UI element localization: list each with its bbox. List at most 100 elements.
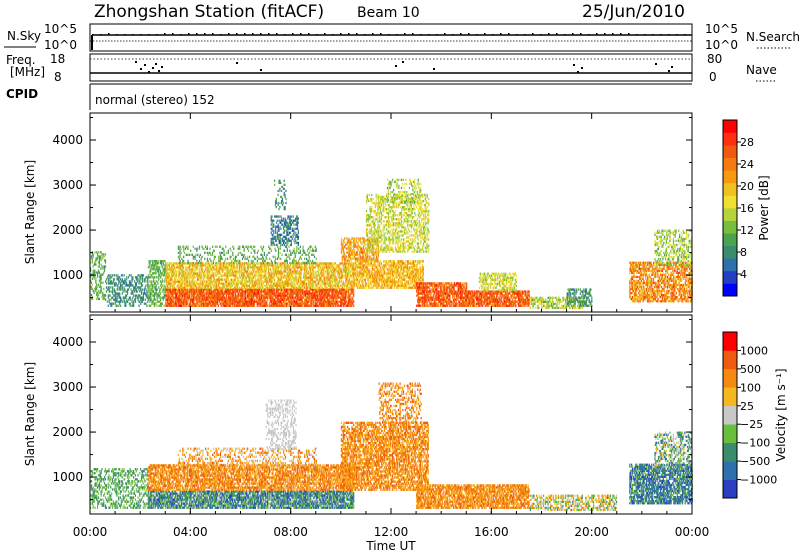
power-cell (227, 278, 229, 281)
power-cell (172, 300, 174, 303)
power-cell (276, 288, 278, 291)
power-cell (337, 296, 339, 299)
power-cell (310, 292, 312, 295)
power-cell (109, 278, 111, 281)
power-cell (273, 302, 275, 305)
power-cell (344, 294, 346, 297)
power-cell (349, 298, 351, 301)
power-cell (179, 294, 181, 297)
power-cell (302, 245, 304, 248)
power-cell (273, 231, 275, 234)
power-cell (338, 286, 340, 289)
noise-dot (492, 34, 494, 36)
power-cell (170, 296, 172, 299)
power-cell (211, 296, 213, 299)
power-cell (98, 275, 100, 278)
power-cell (112, 282, 114, 285)
power-cell (219, 251, 221, 254)
power-cell (281, 292, 283, 295)
power-cell (244, 304, 246, 307)
power-cell (347, 300, 350, 303)
power-cell (133, 288, 135, 291)
power-cell (270, 292, 272, 295)
power-cell (209, 278, 211, 281)
power-cell (285, 266, 287, 269)
power-cell (259, 262, 261, 265)
power-cell (174, 264, 176, 267)
power-cell (311, 272, 313, 275)
power-cell (153, 266, 155, 269)
power-cell (167, 266, 169, 269)
power-cell (304, 302, 306, 305)
power-cell (166, 268, 168, 271)
power-cell (290, 251, 292, 254)
power-cell (334, 296, 336, 299)
power-cell (317, 284, 319, 287)
power-cell (195, 268, 197, 271)
power-cell (94, 251, 96, 254)
power-cell (287, 231, 289, 234)
power-cell (235, 255, 237, 258)
power-cell (240, 274, 242, 277)
power-cell (198, 274, 200, 277)
power-cell (196, 262, 198, 265)
power-cell (167, 282, 169, 285)
power-cell (194, 292, 196, 295)
power-cell (187, 290, 189, 293)
power-cell (289, 300, 291, 303)
power-cell (214, 304, 216, 307)
power-cell (352, 290, 354, 293)
power-cell (161, 302, 163, 305)
power-cell (322, 270, 324, 273)
power-cell (294, 292, 296, 295)
power-cell (171, 298, 173, 301)
power-cell (270, 302, 272, 305)
power-cell (282, 288, 284, 291)
power-cell (155, 272, 157, 275)
power-cell (116, 288, 118, 291)
power-cell (176, 266, 178, 269)
power-cell (149, 280, 151, 283)
power-cell (285, 302, 287, 305)
power-cell (199, 290, 201, 293)
power-cell (126, 300, 128, 303)
power-cell (233, 302, 235, 305)
power-cell (315, 272, 317, 275)
power-cell (142, 298, 144, 301)
power-cell (249, 292, 251, 295)
power-cell (167, 290, 170, 293)
power-cell (177, 245, 179, 248)
power-cell (248, 300, 250, 303)
power-cell (200, 274, 202, 277)
power-cell (238, 304, 240, 307)
power-cell (293, 259, 295, 263)
power-cell (304, 292, 306, 295)
power-cell (240, 294, 242, 297)
power-cell (243, 247, 245, 250)
power-cell (90, 261, 92, 264)
power-cell (193, 266, 195, 269)
power-cell (232, 262, 234, 265)
power-cell (141, 296, 143, 299)
power-cell (186, 262, 188, 265)
power-cell (295, 259, 297, 263)
power-cell (188, 278, 190, 281)
power-cell (278, 300, 280, 303)
power-cell (335, 296, 337, 299)
power-cell (335, 292, 337, 295)
power-cell (165, 280, 167, 283)
freq-dot (671, 66, 673, 68)
power-cell (167, 290, 169, 293)
power-cell (232, 304, 234, 307)
power-cell (200, 298, 202, 301)
power-cell (193, 296, 195, 299)
power-cell (207, 274, 209, 277)
power-cell (158, 268, 160, 271)
power-cell (350, 296, 352, 299)
power-cell (147, 274, 149, 277)
power-cell (253, 302, 256, 305)
power-cell (194, 276, 196, 279)
power-cell (232, 296, 234, 299)
power-cell (112, 296, 114, 299)
power-cell (194, 284, 196, 287)
